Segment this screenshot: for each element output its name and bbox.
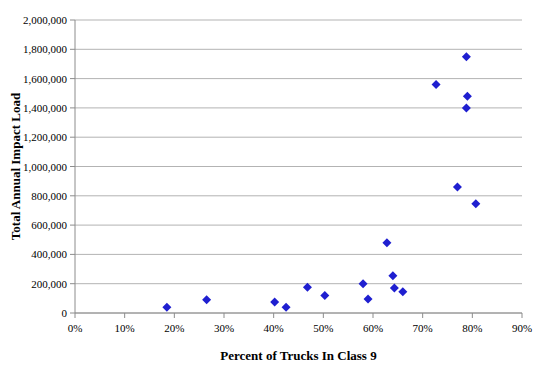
point bbox=[382, 238, 391, 247]
grid-line bbox=[75, 254, 522, 255]
x-tick-label: 50% bbox=[313, 322, 333, 334]
point bbox=[462, 52, 471, 61]
y-axis-label: Total Annual Impact Load bbox=[8, 92, 23, 240]
x-tick bbox=[373, 313, 374, 318]
x-tick bbox=[422, 313, 423, 318]
y-tick-label: 0 bbox=[62, 307, 68, 319]
point bbox=[462, 103, 471, 112]
point bbox=[390, 284, 399, 293]
point bbox=[432, 80, 441, 89]
x-tick bbox=[124, 313, 125, 318]
grid-line bbox=[75, 49, 522, 50]
grid-line bbox=[75, 78, 522, 79]
point bbox=[320, 291, 329, 300]
background bbox=[0, 0, 539, 378]
point bbox=[202, 295, 211, 304]
x-tick-label: 40% bbox=[264, 322, 284, 334]
point bbox=[388, 271, 397, 280]
grid-line bbox=[75, 283, 522, 284]
grid-line bbox=[75, 225, 522, 226]
x-tick-label: 90% bbox=[512, 322, 532, 334]
y-tick-label: 1,600,000 bbox=[23, 73, 68, 85]
point bbox=[398, 287, 407, 296]
y-tick-label: 1,800,000 bbox=[23, 43, 68, 55]
y-tick-label: 600,000 bbox=[31, 219, 67, 231]
x-tick bbox=[224, 313, 225, 318]
y-tick-label: 1,400,000 bbox=[23, 102, 68, 114]
point bbox=[463, 92, 472, 101]
point bbox=[453, 183, 462, 192]
y-tick-label: 1,000,000 bbox=[23, 161, 68, 173]
y-axis bbox=[75, 20, 76, 313]
grid-line bbox=[75, 20, 522, 21]
x-tick-label: 20% bbox=[164, 322, 184, 334]
y-tick-label: 400,000 bbox=[31, 248, 67, 260]
point bbox=[364, 295, 373, 304]
y-tick bbox=[70, 20, 75, 21]
grid-line bbox=[75, 195, 522, 196]
y-tick bbox=[70, 283, 75, 284]
y-tick bbox=[70, 107, 75, 108]
x-tick bbox=[273, 313, 274, 318]
grid-line bbox=[75, 137, 522, 138]
grid-line bbox=[75, 107, 522, 108]
x-tick-label: 60% bbox=[363, 322, 383, 334]
x-tick-label: 70% bbox=[413, 322, 433, 334]
x-tick bbox=[75, 313, 76, 318]
y-tick-label: 800,000 bbox=[31, 190, 67, 202]
y-tick-label: 2,000,000 bbox=[23, 14, 68, 26]
y-tick bbox=[70, 137, 75, 138]
chart: 0 200,000 400,000 600,000 800,000 1,000,000 1,… bbox=[0, 0, 539, 378]
y-tick-label: 200,000 bbox=[31, 278, 67, 290]
grid-line bbox=[75, 313, 522, 314]
point bbox=[270, 298, 279, 307]
y-tick bbox=[70, 166, 75, 167]
x-tick-label: 0% bbox=[68, 322, 83, 334]
point bbox=[162, 303, 171, 312]
y-tick bbox=[70, 49, 75, 50]
point bbox=[471, 199, 480, 208]
point bbox=[282, 303, 291, 312]
x-tick-label: 30% bbox=[214, 322, 234, 334]
x-tick bbox=[174, 313, 175, 318]
grid-line bbox=[75, 166, 522, 167]
x-axis-label: Percent of Trucks In Class 9 bbox=[220, 348, 377, 363]
x-tick bbox=[522, 313, 523, 318]
y-tick bbox=[70, 225, 75, 226]
x-tick-label: 80% bbox=[462, 322, 482, 334]
x-tick-label: 10% bbox=[115, 322, 135, 334]
y-tick bbox=[70, 313, 75, 314]
y-tick bbox=[70, 78, 75, 79]
x-tick bbox=[472, 313, 473, 318]
y-tick-label: 1,200,000 bbox=[23, 131, 68, 143]
y-tick bbox=[70, 195, 75, 196]
x-tick bbox=[323, 313, 324, 318]
point bbox=[359, 279, 368, 288]
x-axis bbox=[75, 313, 522, 314]
y-tick bbox=[70, 254, 75, 255]
points bbox=[162, 52, 480, 312]
point bbox=[303, 283, 312, 292]
